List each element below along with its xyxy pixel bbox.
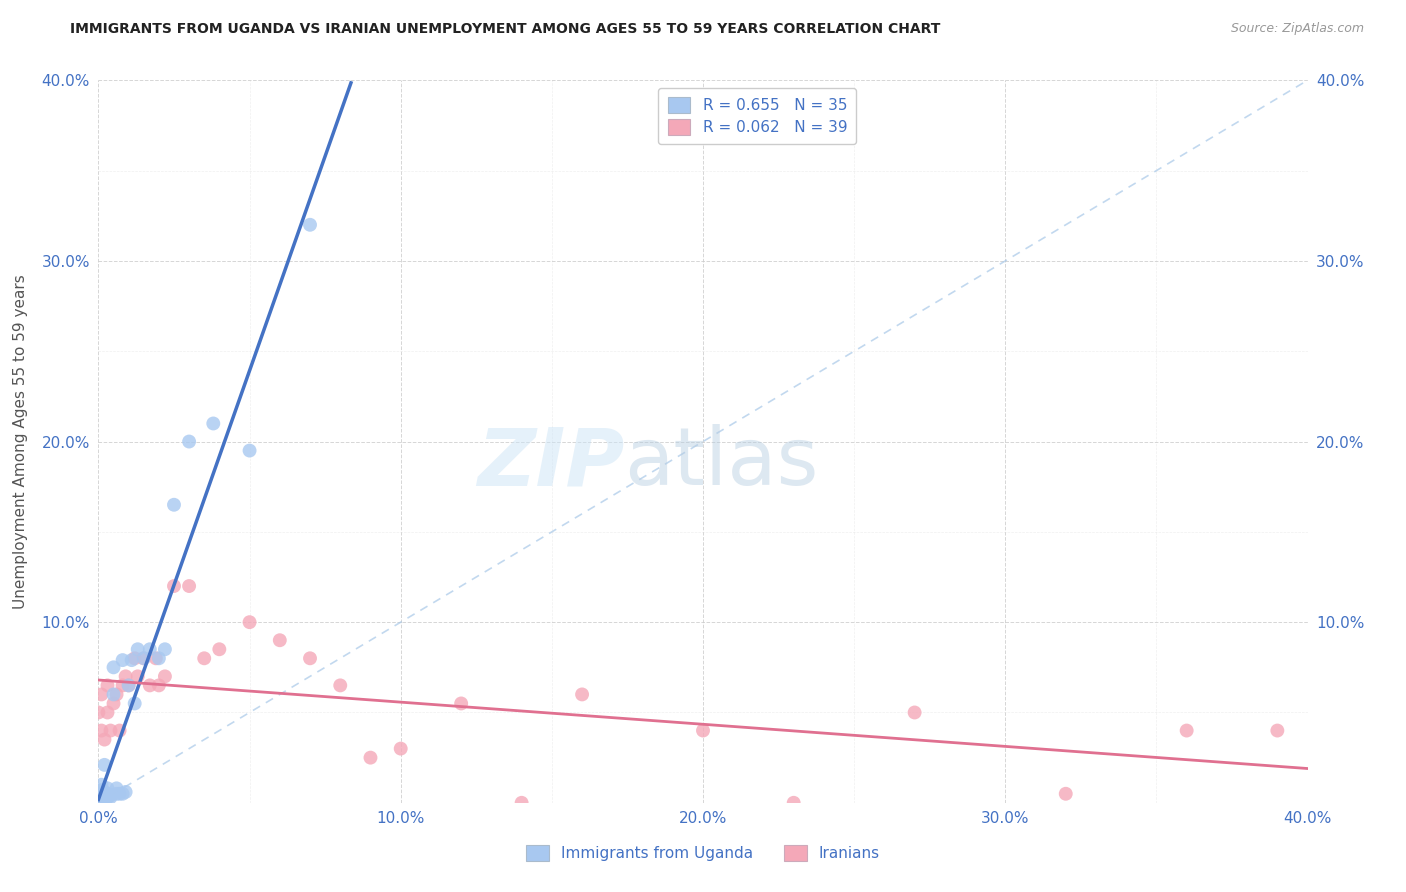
Point	[103, 687, 125, 701]
Point	[108, 723, 131, 738]
Point	[93, 732, 115, 747]
Point	[114, 785, 136, 799]
Point	[153, 669, 176, 683]
Point	[145, 651, 167, 665]
Point	[163, 579, 186, 593]
Point	[105, 781, 128, 796]
Point	[100, 723, 122, 738]
Point	[118, 678, 141, 692]
Point	[87, 790, 110, 805]
Point	[239, 615, 262, 630]
Point	[90, 778, 112, 792]
Point	[239, 443, 262, 458]
Point	[193, 651, 215, 665]
Point	[389, 741, 412, 756]
Text: atlas: atlas	[624, 425, 818, 502]
Point	[179, 434, 201, 449]
Point	[111, 787, 134, 801]
Point	[904, 706, 927, 720]
Point	[103, 697, 125, 711]
Point	[179, 579, 201, 593]
Point	[105, 787, 128, 801]
Point	[90, 790, 112, 805]
Point	[139, 678, 162, 692]
Point	[269, 633, 291, 648]
Point	[127, 642, 149, 657]
Point	[96, 781, 118, 796]
Point	[132, 651, 155, 665]
Point	[208, 642, 231, 657]
Point	[93, 785, 115, 799]
Point	[111, 653, 134, 667]
Point	[96, 678, 118, 692]
Point	[1054, 787, 1077, 801]
Point	[108, 787, 131, 801]
Point	[87, 706, 110, 720]
Point	[510, 796, 533, 810]
Point	[360, 750, 382, 764]
Point	[124, 697, 146, 711]
Point	[132, 651, 155, 665]
Point	[1267, 723, 1289, 738]
Point	[450, 697, 472, 711]
Point	[163, 498, 186, 512]
Point	[90, 723, 112, 738]
Point	[153, 642, 176, 657]
Y-axis label: Unemployment Among Ages 55 to 59 years: Unemployment Among Ages 55 to 59 years	[13, 274, 28, 609]
Point	[571, 687, 593, 701]
Point	[100, 789, 122, 803]
Point	[114, 669, 136, 683]
Point	[111, 678, 134, 692]
Text: ZIP: ZIP	[477, 425, 624, 502]
Point	[127, 669, 149, 683]
Point	[96, 790, 118, 805]
Point	[90, 687, 112, 701]
Point	[105, 687, 128, 701]
Point	[96, 706, 118, 720]
Legend: Immigrants from Uganda, Iranians: Immigrants from Uganda, Iranians	[520, 839, 886, 867]
Point	[96, 787, 118, 801]
Point	[93, 790, 115, 805]
Point	[87, 787, 110, 801]
Point	[124, 651, 146, 665]
Point	[118, 678, 141, 692]
Point	[148, 678, 170, 692]
Point	[139, 642, 162, 657]
Text: IMMIGRANTS FROM UGANDA VS IRANIAN UNEMPLOYMENT AMONG AGES 55 TO 59 YEARS CORRELA: IMMIGRANTS FROM UGANDA VS IRANIAN UNEMPL…	[70, 22, 941, 37]
Point	[148, 651, 170, 665]
Point	[93, 757, 115, 772]
Point	[100, 790, 122, 805]
Point	[1175, 723, 1198, 738]
Point	[103, 660, 125, 674]
Point	[299, 651, 322, 665]
Point	[783, 796, 806, 810]
Text: Source: ZipAtlas.com: Source: ZipAtlas.com	[1230, 22, 1364, 36]
Point	[299, 218, 322, 232]
Point	[202, 417, 225, 431]
Point	[90, 783, 112, 797]
Point	[121, 653, 143, 667]
Point	[329, 678, 352, 692]
Point	[90, 794, 112, 808]
Point	[692, 723, 714, 738]
